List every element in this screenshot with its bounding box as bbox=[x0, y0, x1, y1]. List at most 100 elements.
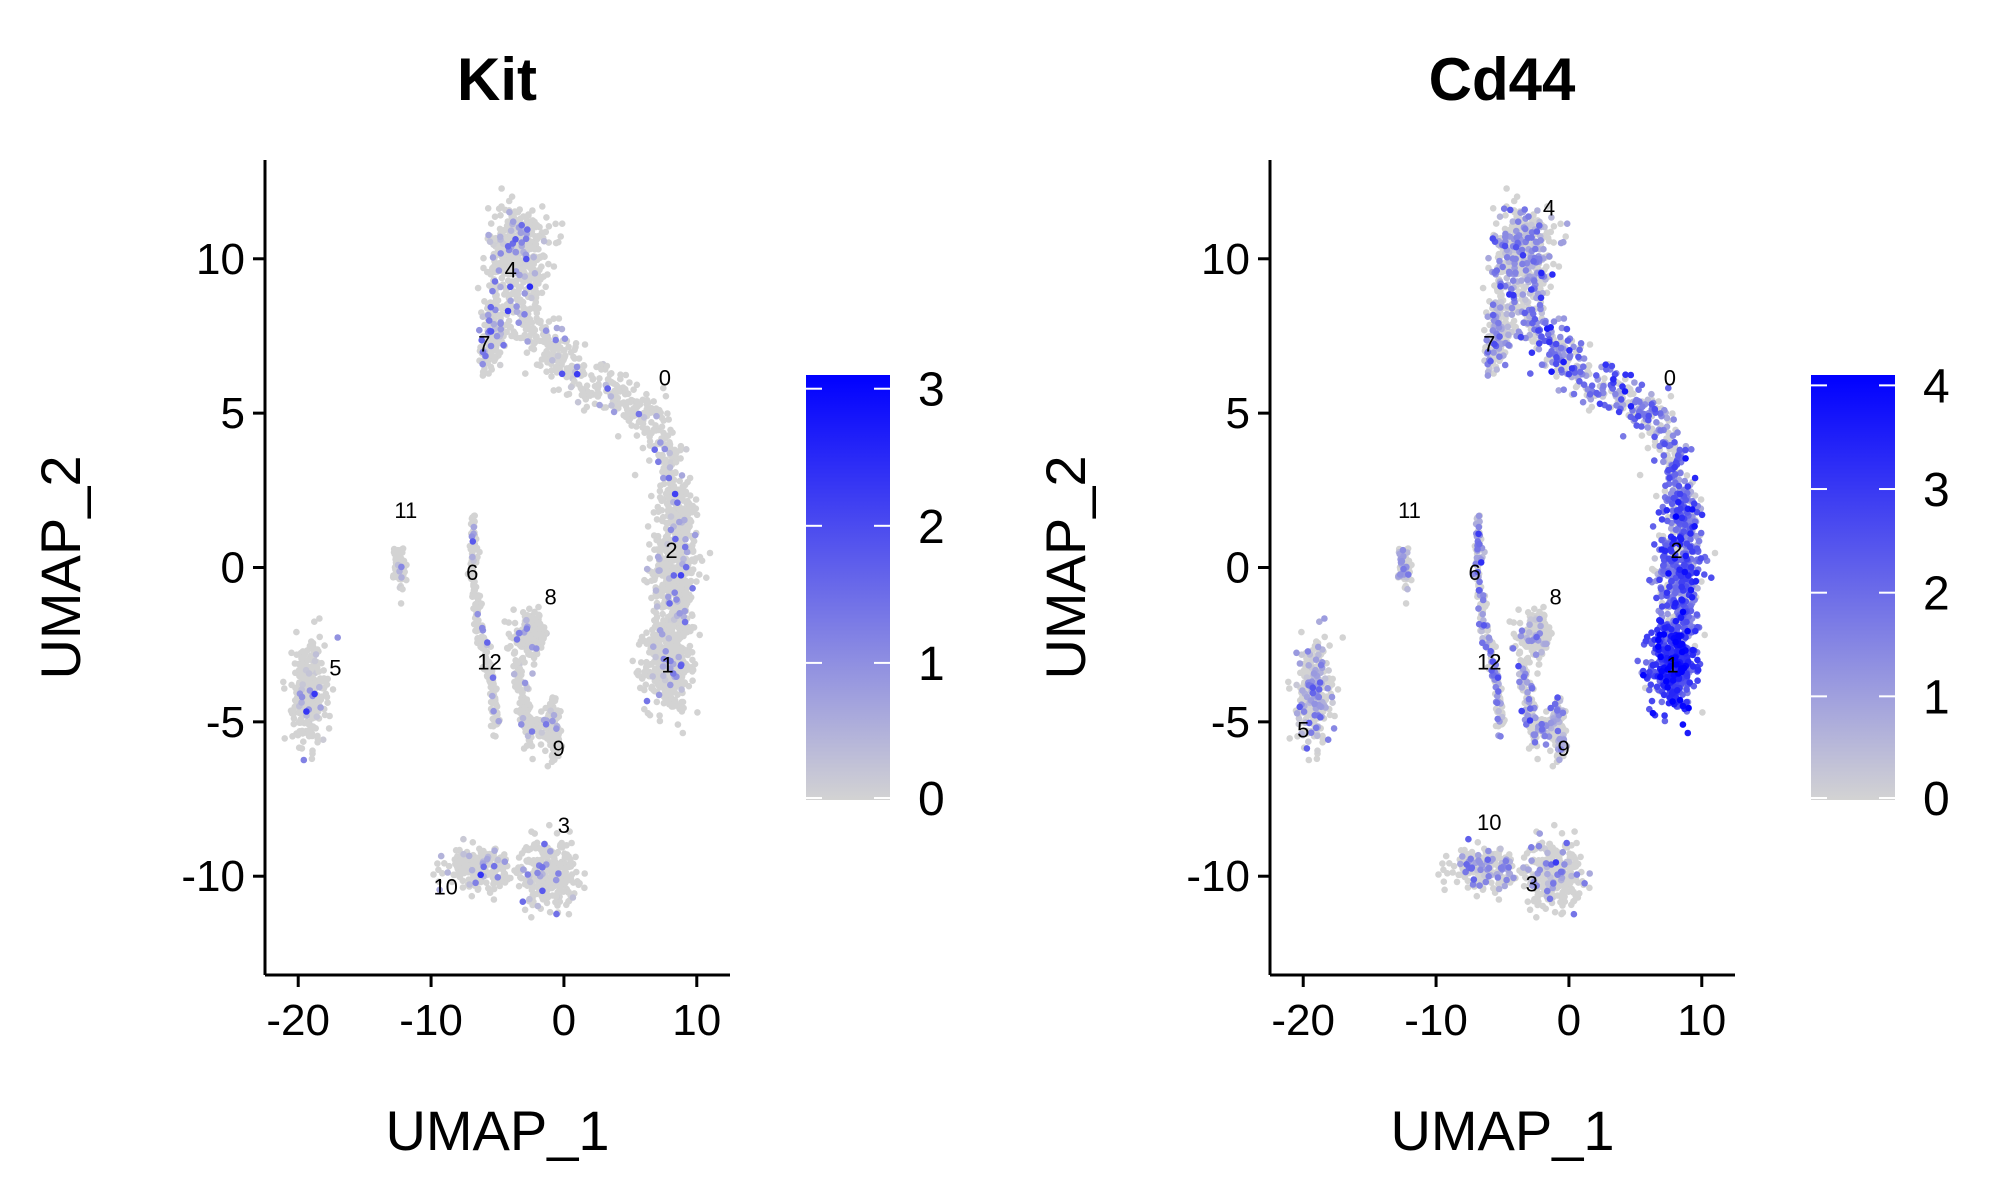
data-point-cluster-12 bbox=[538, 729, 546, 736]
data-point-cluster-2 bbox=[1699, 709, 1706, 716]
data-point-cluster-0 bbox=[583, 403, 591, 411]
data-point-cluster-10 bbox=[485, 885, 492, 892]
data-point-cluster-3 bbox=[547, 848, 554, 855]
data-point-cluster-4 bbox=[474, 284, 482, 292]
data-point-cluster-1 bbox=[652, 653, 659, 661]
data-point-cluster-2 bbox=[685, 524, 692, 532]
data-point-cluster-10 bbox=[477, 871, 485, 879]
data-point-cluster-10 bbox=[472, 879, 479, 887]
data-point-cluster-0 bbox=[573, 370, 581, 378]
data-point-cluster-5 bbox=[1314, 747, 1321, 754]
data-point-cluster-8 bbox=[519, 609, 527, 616]
data-point-cluster-10 bbox=[491, 847, 498, 854]
data-point-cluster-5 bbox=[1286, 735, 1293, 742]
data-point-cluster-0 bbox=[631, 471, 639, 479]
data-point-cluster-0 bbox=[678, 472, 686, 479]
data-point-cluster-5 bbox=[281, 735, 289, 742]
data-point-cluster-2 bbox=[653, 620, 660, 627]
data-point-cluster-5 bbox=[334, 634, 342, 641]
data-point-cluster-4 bbox=[538, 289, 546, 297]
data-point-cluster-5 bbox=[1326, 642, 1333, 649]
data-point-cluster-1 bbox=[689, 666, 697, 674]
data-point-cluster-6 bbox=[470, 512, 478, 520]
data-point-cluster-2 bbox=[1648, 565, 1656, 573]
data-point-cluster-8 bbox=[523, 616, 530, 624]
data-point-cluster-3 bbox=[534, 869, 541, 877]
data-point-cluster-4 bbox=[539, 203, 546, 210]
data-point-cluster-3 bbox=[560, 879, 567, 887]
data-point-cluster-1 bbox=[650, 643, 657, 650]
data-point-cluster-6 bbox=[489, 692, 496, 700]
data-point-cluster-5 bbox=[1334, 686, 1342, 693]
data-point-cluster-2 bbox=[677, 455, 684, 462]
data-point-cluster-1 bbox=[679, 729, 687, 737]
data-point-cluster-5 bbox=[281, 685, 288, 692]
data-point-cluster-0 bbox=[660, 384, 667, 392]
data-point-cluster-10 bbox=[490, 896, 498, 903]
data-point-cluster-2 bbox=[643, 565, 651, 573]
cluster-label-0: 0 bbox=[659, 365, 671, 390]
data-point-cluster-2 bbox=[681, 618, 689, 626]
data-point-cluster-0 bbox=[1644, 444, 1652, 452]
data-point-cluster-2 bbox=[652, 587, 660, 594]
data-point-cluster-1 bbox=[649, 673, 656, 680]
data-point-cluster-7 bbox=[489, 287, 496, 295]
data-point-cluster-4 bbox=[522, 235, 530, 243]
data-point-cluster-3 bbox=[519, 898, 527, 905]
data-point-cluster-2 bbox=[673, 596, 680, 603]
data-point-cluster-10 bbox=[494, 874, 502, 881]
data-point-cluster-7 bbox=[1510, 317, 1518, 325]
data-point-cluster-0 bbox=[639, 420, 647, 428]
data-point-cluster-9 bbox=[542, 747, 549, 755]
data-point-cluster-0 bbox=[553, 324, 561, 332]
data-point-cluster-5 bbox=[298, 727, 306, 735]
data-point-cluster-0 bbox=[581, 393, 588, 400]
panel-cd44: Cd44-20 -10 0 10-10-50510UMAP_1UMAP_2012345… bbox=[1034, 46, 1950, 1162]
data-point-cluster-2 bbox=[637, 659, 645, 666]
data-point-cluster-0 bbox=[581, 341, 589, 348]
data-point-cluster-11 bbox=[398, 574, 405, 581]
data-point-cluster-0 bbox=[670, 572, 678, 579]
data-point-cluster-6 bbox=[489, 674, 497, 681]
data-point-cluster-0 bbox=[577, 384, 585, 392]
data-point-cluster-7 bbox=[535, 280, 542, 287]
data-point-cluster-10 bbox=[480, 863, 488, 871]
data-point-cluster-6 bbox=[469, 593, 476, 600]
data-point-cluster-2 bbox=[694, 709, 701, 716]
data-point-cluster-3 bbox=[520, 866, 527, 873]
data-point-cluster-4 bbox=[505, 197, 513, 205]
data-point-cluster-4 bbox=[485, 231, 492, 239]
data-point-cluster-1 bbox=[642, 638, 649, 645]
data-point-cluster-5 bbox=[311, 690, 318, 698]
data-point-cluster-3 bbox=[1535, 857, 1542, 864]
data-point-cluster-5 bbox=[1285, 678, 1292, 686]
data-point-cluster-4 bbox=[1503, 185, 1510, 192]
data-point-cluster-4 bbox=[530, 253, 537, 261]
data-point-cluster-12 bbox=[537, 741, 545, 748]
data-point-cluster-2 bbox=[688, 569, 695, 577]
data-point-cluster-4 bbox=[555, 238, 562, 246]
data-point-cluster-7 bbox=[496, 349, 504, 356]
data-point-cluster-5 bbox=[304, 647, 311, 654]
data-point-cluster-3 bbox=[567, 856, 574, 863]
data-point-cluster-0 bbox=[633, 381, 641, 389]
y-tick-label: 0 bbox=[1226, 544, 1250, 593]
data-point-cluster-0 bbox=[691, 531, 699, 539]
data-point-cluster-5 bbox=[325, 725, 333, 732]
data-point-cluster-0 bbox=[606, 371, 614, 378]
data-point-cluster-8 bbox=[533, 645, 540, 652]
data-point-cluster-4 bbox=[497, 250, 505, 257]
data-point-cluster-0 bbox=[643, 405, 651, 413]
data-point-cluster-2 bbox=[679, 505, 687, 513]
data-point-cluster-0 bbox=[655, 451, 662, 459]
data-point-cluster-1 bbox=[668, 703, 676, 710]
cluster-label-4: 4 bbox=[505, 257, 517, 282]
data-point-cluster-5 bbox=[309, 639, 317, 647]
data-point-cluster-8 bbox=[532, 638, 539, 645]
data-point-cluster-4 bbox=[489, 254, 497, 261]
data-point-cluster-0 bbox=[591, 382, 599, 390]
data-point-cluster-4 bbox=[542, 283, 549, 291]
data-point-cluster-10 bbox=[501, 858, 509, 865]
data-point-cluster-2 bbox=[686, 596, 693, 604]
data-point-cluster-8 bbox=[510, 606, 517, 613]
